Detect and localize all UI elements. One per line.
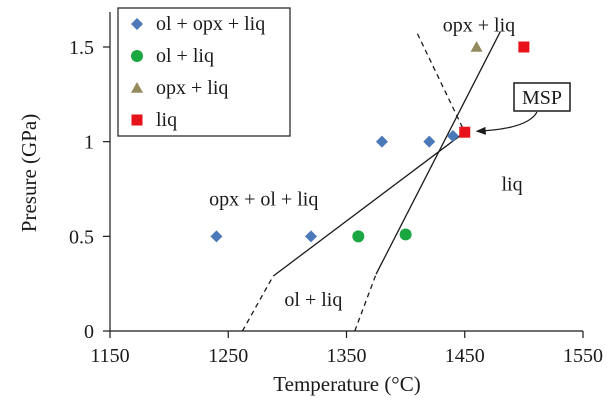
region-label: ol + liq [284,289,342,311]
data-point-ol-opx-liq [210,230,223,243]
msp-arrow [475,111,538,135]
legend-box [117,7,291,137]
region-label: opx + ol + liq [209,188,318,210]
boundary-line-dashed [241,275,274,332]
legend-marker [131,18,143,30]
data-point-liq [459,126,471,138]
x-ticks: 1150 1250 1350 1450 1550 [90,331,603,367]
region-label: opx + liq [443,14,515,36]
y-tick-label: 1.5 [69,37,94,59]
data-point-liq [518,41,530,53]
y-ticks: 0 0.5 1 1.5 [69,37,110,343]
x-tick-label: 1150 [90,345,129,367]
legend-marker [131,82,143,93]
boundary-lines [241,31,501,332]
legend-entry: liq [156,109,177,131]
region-label: liq [501,173,522,195]
data-point-ol-opx-liq [423,135,436,148]
msp-label: MSP [522,87,562,109]
data-point-ol-liq [352,230,365,243]
x-tick-label: 1450 [445,345,485,367]
y-axis-title: Presure (GPa) [17,114,41,232]
legend-entry: opx + liq [156,77,228,99]
data-points [210,41,530,243]
region-labels: opx + liq opx + ol + liq liq ol + liq [209,14,523,311]
y-tick-label: 1 [84,132,94,154]
y-tick-label: 0.5 [69,226,94,248]
legend-entry: ol + opx + liq [156,13,265,35]
boundary-line-solid [272,131,466,277]
legend-marker [131,114,143,126]
boundary-line-solid [375,31,501,275]
data-point-ol-liq [399,228,412,241]
boundary-line-dashed [416,33,466,133]
data-point-ol-opx-liq [446,129,459,142]
msp-annotation: MSP [475,82,571,135]
data-point-ol-opx-liq [375,135,388,148]
legend-entry: ol + liq [156,45,214,67]
y-tick-label: 0 [84,321,94,343]
x-tick-label: 1250 [208,345,248,367]
x-tick-label: 1350 [327,345,367,367]
x-axis-title: Temperature (°C) [273,372,420,396]
x-tick-label: 1550 [563,345,603,367]
boundary-line-dashed [354,273,377,332]
data-point-opx-liq [470,41,483,52]
legend: ol + opx + liq ol + liq opx + liq liq [117,7,291,137]
data-point-ol-opx-liq [305,230,318,243]
legend-marker [131,50,143,62]
msp-label-box [513,82,571,112]
